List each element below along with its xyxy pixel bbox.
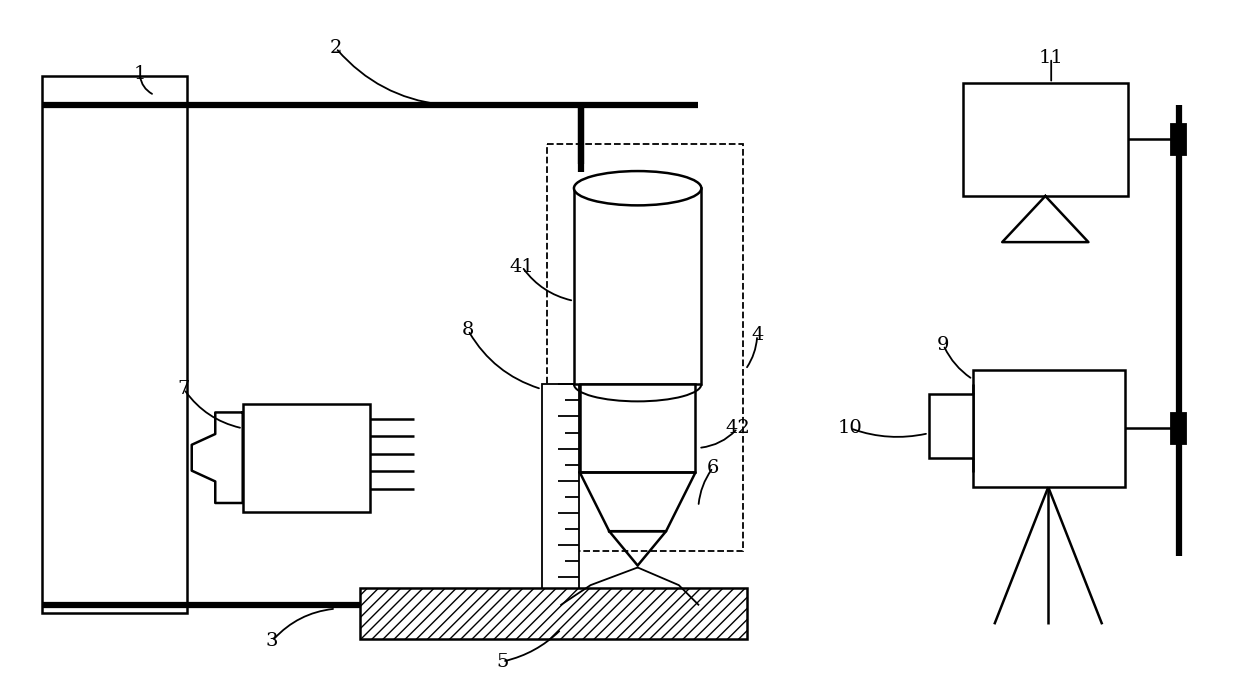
Bar (580, 384, 696, 473)
Text: 8: 8 (463, 321, 474, 339)
Bar (542, 384, 579, 610)
Text: 42: 42 (725, 419, 750, 437)
Bar (1171, 412, 1187, 444)
Ellipse shape (574, 171, 702, 206)
Bar (963, 83, 1127, 196)
Text: 10: 10 (838, 419, 863, 437)
Text: 41: 41 (510, 257, 534, 275)
Bar (574, 188, 702, 384)
Text: 3: 3 (265, 632, 278, 650)
Text: 5: 5 (496, 653, 508, 671)
Text: 9: 9 (937, 336, 950, 354)
Text: 1: 1 (134, 64, 146, 82)
Text: 2: 2 (330, 39, 342, 57)
Bar (42, 75, 187, 612)
Bar (361, 588, 748, 639)
Text: 4: 4 (751, 326, 764, 344)
Bar (1171, 124, 1187, 155)
Bar (973, 370, 1125, 487)
Bar (929, 394, 973, 457)
Bar (547, 144, 743, 551)
Text: 7: 7 (177, 380, 190, 398)
Text: 6: 6 (707, 459, 719, 477)
Bar (243, 404, 370, 511)
Text: 11: 11 (1039, 49, 1064, 67)
